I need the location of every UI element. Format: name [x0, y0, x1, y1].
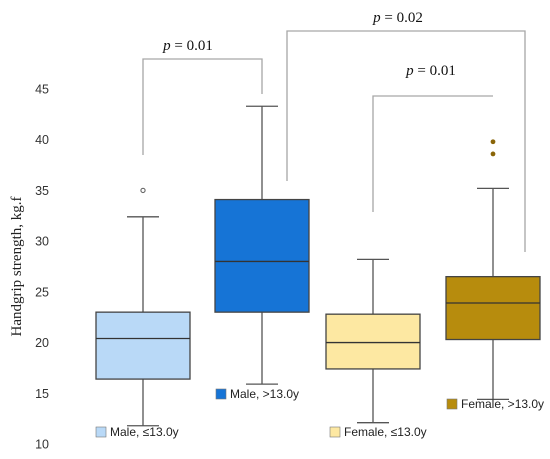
- y-tick-label: 35: [35, 184, 49, 198]
- box: [325, 313, 421, 370]
- legend-label: Male, ≤13.0y: [110, 425, 179, 439]
- box: [214, 198, 310, 313]
- legend-label: Male, >13.0y: [230, 387, 299, 401]
- y-tick-label: 45: [35, 83, 49, 97]
- significance-bracket: [142, 58, 263, 155]
- legend: Male, ≤13.0y Male, >13.0y Female, ≤13.0y Fe…: [95, 387, 544, 439]
- legend-swatch: [329, 426, 341, 438]
- outlier-point: [140, 187, 146, 194]
- box-group: [214, 105, 310, 385]
- legend-entry: Female, ≤13.0y: [329, 425, 427, 439]
- legend-entry: Male, ≤13.0y: [95, 425, 179, 439]
- legend-swatch: [95, 426, 107, 438]
- p-value-label: p = 0.01: [405, 63, 456, 79]
- legend-label: Female, >13.0y: [461, 397, 544, 411]
- outlier-point: [490, 139, 496, 145]
- y-tick-label: 20: [35, 336, 49, 350]
- box-group: [95, 187, 191, 427]
- y-axis: 10 15 20 25 30 35 40 45 Handgrip strength, kg.f: [9, 83, 49, 452]
- box: [95, 311, 191, 380]
- p-value-label: p = 0.01: [162, 38, 213, 54]
- legend-swatch: [215, 388, 227, 400]
- outlier-point: [490, 151, 496, 157]
- y-tick-label: 40: [35, 133, 49, 147]
- significance-bracket: [286, 30, 526, 252]
- significance-brackets: p = 0.01 p = 0.01 p = 0.02: [142, 10, 526, 252]
- boxes: [95, 105, 541, 427]
- legend-swatch: [446, 398, 458, 410]
- box-group: [445, 139, 541, 401]
- legend-entry: Female, >13.0y: [446, 397, 544, 411]
- y-axis-title: Handgrip strength, kg.f: [9, 197, 25, 337]
- p-value-label: p = 0.02: [372, 10, 423, 26]
- y-tick-label: 10: [35, 438, 49, 452]
- y-tick-label: 25: [35, 285, 49, 299]
- y-tick-label: 30: [35, 235, 49, 249]
- legend-entry: Male, >13.0y: [215, 387, 299, 401]
- box-group: [325, 258, 421, 424]
- legend-label: Female, ≤13.0y: [344, 425, 427, 439]
- significance-bracket: [372, 95, 493, 212]
- box: [445, 275, 541, 341]
- y-tick-label: 15: [35, 387, 49, 401]
